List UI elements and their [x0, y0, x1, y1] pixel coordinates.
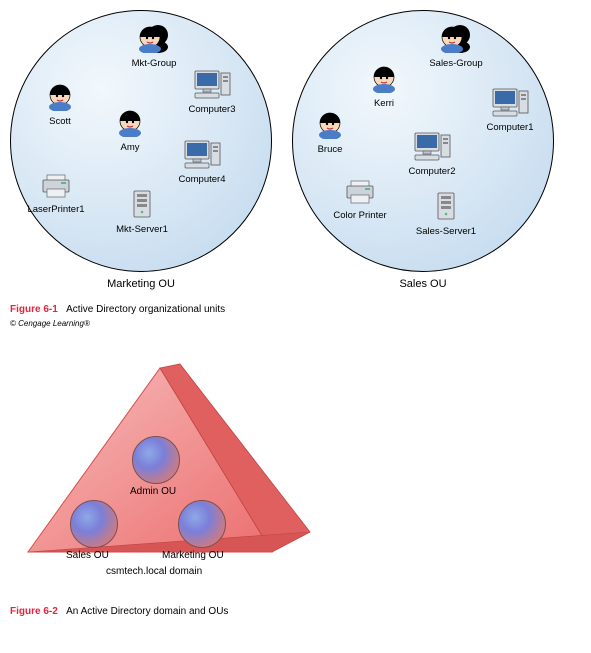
bruce-item: Bruce [295, 111, 365, 155]
laserprinter1-label: LaserPrinter1 [21, 204, 91, 215]
server-icon [130, 189, 154, 219]
group-icon [136, 23, 172, 53]
figure1-caption-text: Active Directory organizational units [66, 304, 225, 315]
sales-server1-label: Sales-Server1 [411, 226, 481, 237]
mkt-server1-item: Mkt-Server1 [107, 189, 177, 235]
kerri-label: Kerri [349, 98, 419, 109]
marketing-ou-circle: Mkt-Group Scott Amy Computer3 Computer4 … [10, 10, 272, 272]
bruce-label: Bruce [295, 144, 365, 155]
computer-icon [491, 87, 529, 117]
sales-server1-item: Sales-Server1 [411, 191, 481, 237]
computer2-item: Computer2 [397, 131, 467, 177]
mkt-group-label: Mkt-Group [119, 58, 189, 69]
group-icon [438, 23, 474, 53]
marketing-ou-title: Marketing OU [10, 278, 272, 290]
user-icon [316, 111, 344, 139]
printer-icon [41, 173, 71, 199]
computer1-item: Computer1 [475, 87, 545, 133]
sales-group-item: Sales-Group [421, 23, 491, 69]
marketing-ou-label: Marketing OU [162, 550, 224, 561]
computer4-item: Computer4 [167, 139, 237, 185]
figure2-caption-text: An Active Directory domain and OUs [66, 606, 228, 617]
user-icon [116, 109, 144, 137]
color-printer-item: Color Printer [325, 179, 395, 221]
admin-ou-sphere [132, 436, 180, 484]
computer3-label: Computer3 [177, 104, 247, 115]
computer4-label: Computer4 [167, 174, 237, 185]
sales-ou-label: Sales OU [66, 550, 109, 561]
computer2-label: Computer2 [397, 166, 467, 177]
color-printer-label: Color Printer [325, 210, 395, 221]
kerri-item: Kerri [349, 65, 419, 109]
sales-ou-block: Sales-Group Kerri Bruce Computer1 Comput… [292, 10, 554, 290]
marketing-ou-sphere [178, 500, 226, 548]
figure2-number: Figure 6-2 [10, 606, 58, 617]
computer3-item: Computer3 [177, 69, 247, 115]
amy-item: Amy [95, 109, 165, 153]
scott-item: Scott [25, 83, 95, 127]
sales-ou-circle: Sales-Group Kerri Bruce Computer1 Comput… [292, 10, 554, 272]
figure-1-row: Mkt-Group Scott Amy Computer3 Computer4 … [10, 10, 581, 290]
computer-icon [193, 69, 231, 99]
figure1-number: Figure 6-1 [10, 304, 58, 315]
figure1-caption: Figure 6-1 Active Directory organization… [10, 304, 581, 315]
scott-label: Scott [25, 116, 95, 127]
sales-ou-sphere [70, 500, 118, 548]
amy-label: Amy [95, 142, 165, 153]
figure-2-triangle: Admin OU Sales OU Marketing OU csmtech.l… [10, 362, 330, 592]
admin-ou-label: Admin OU [130, 486, 176, 497]
computer1-label: Computer1 [475, 122, 545, 133]
computer-icon [413, 131, 451, 161]
laserprinter1-item: LaserPrinter1 [21, 173, 91, 215]
mkt-server1-label: Mkt-Server1 [107, 224, 177, 235]
marketing-ou-block: Mkt-Group Scott Amy Computer3 Computer4 … [10, 10, 272, 290]
user-icon [370, 65, 398, 93]
printer-icon [345, 179, 375, 205]
computer-icon [183, 139, 221, 169]
server-icon [434, 191, 458, 221]
sales-ou-title: Sales OU [292, 278, 554, 290]
mkt-group-item: Mkt-Group [119, 23, 189, 69]
figure2-caption: Figure 6-2 An Active Directory domain an… [10, 606, 581, 617]
figure1-copyright: © Cengage Learning® [10, 319, 581, 328]
domain-label: csmtech.local domain [106, 566, 202, 577]
sales-group-label: Sales-Group [421, 58, 491, 69]
user-icon [46, 83, 74, 111]
